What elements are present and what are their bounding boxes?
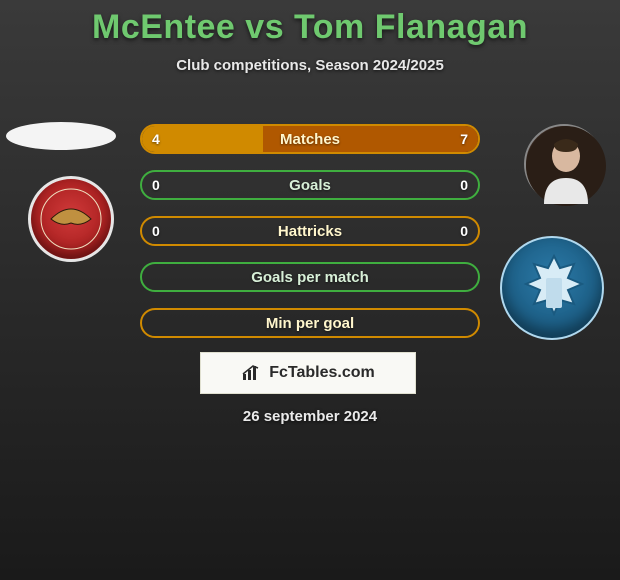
stat-label: Goals per match (142, 264, 478, 290)
stat-row: Goals0 0 (140, 170, 480, 200)
subtitle: Club competitions, Season 2024/2025 (0, 57, 620, 74)
stat-value-left: 4 (152, 126, 160, 152)
stat-row: Hattricks0 0 (140, 216, 480, 246)
walsall-badge-icon (31, 179, 111, 259)
colchester-badge-icon (502, 238, 606, 342)
club-badge-left (28, 176, 114, 262)
stat-value-right: 0 (460, 218, 468, 244)
fctables-watermark: FcTables.com (200, 352, 416, 394)
stat-label: Hattricks (142, 218, 478, 244)
stat-row: Min per goal (140, 308, 480, 338)
stat-value-right: 7 (460, 126, 468, 152)
stat-value-left: 0 (152, 218, 160, 244)
date-label: 26 september 2024 (0, 408, 620, 425)
club-badge-right (500, 236, 604, 340)
stat-label: Matches (142, 126, 478, 152)
page-title: McEntee vs Tom Flanagan (0, 0, 620, 47)
stat-row: Goals per match (140, 262, 480, 292)
bars-icon (241, 364, 263, 382)
fctables-label: FcTables.com (269, 364, 375, 382)
player-right-avatar (524, 124, 604, 204)
stat-value-right: 0 (460, 172, 468, 198)
stat-row: Matches4 7 (140, 124, 480, 154)
stat-label: Min per goal (142, 310, 478, 336)
player-photo-icon (526, 126, 606, 206)
stat-label: Goals (142, 172, 478, 198)
stats-container: Matches47Goals00Hattricks00Goals per mat… (140, 124, 480, 354)
stat-value-left: 0 (152, 172, 160, 198)
player-left-avatar (6, 122, 116, 150)
